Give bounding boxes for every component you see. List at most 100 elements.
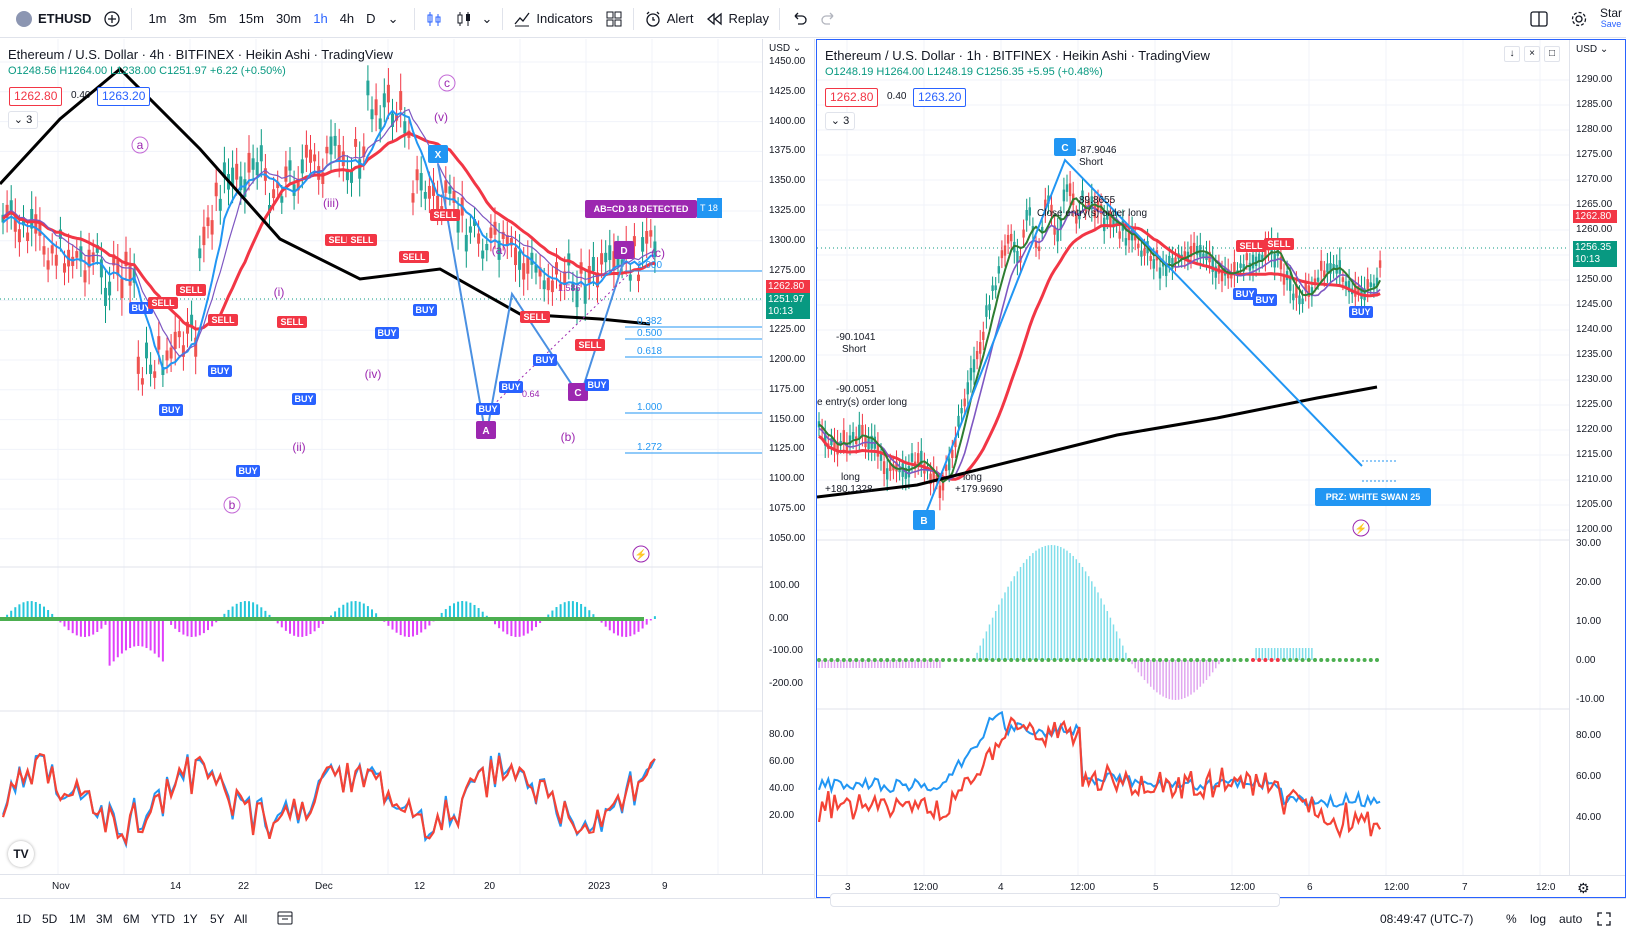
right-prz-box bbox=[1315, 488, 1431, 506]
move-down-icon[interactable]: ↓ bbox=[1504, 46, 1520, 62]
auto-toggle[interactable]: auto bbox=[1559, 912, 1583, 926]
right-candle bbox=[988, 304, 991, 311]
left-buy-tag-text: BUY bbox=[161, 405, 180, 415]
settings-button[interactable] bbox=[1564, 0, 1594, 38]
right-sell-price[interactable]: 1262.80 bbox=[825, 88, 879, 107]
redo-button[interactable] bbox=[814, 0, 844, 38]
log-toggle[interactable]: log bbox=[1530, 912, 1547, 926]
tf-1h[interactable]: 1h bbox=[313, 11, 328, 26]
right-price-tick: 1260.00 bbox=[1576, 224, 1613, 235]
left-candle bbox=[530, 252, 534, 265]
left-sell-price[interactable]: 1262.80 bbox=[9, 87, 63, 106]
close-icon[interactable]: × bbox=[1524, 46, 1540, 62]
symbol-search[interactable]: ETHUSD bbox=[0, 0, 97, 38]
right-candle bbox=[1264, 244, 1267, 259]
timeframe-dropdown-icon[interactable]: ⌄ bbox=[387, 10, 399, 26]
left-price-tick: 1425.00 bbox=[769, 85, 806, 97]
date-range-icon[interactable] bbox=[276, 909, 294, 927]
left-price-tick: 1375.00 bbox=[769, 145, 806, 157]
indicators-icon bbox=[514, 12, 530, 26]
range-1y[interactable]: 1Y bbox=[183, 912, 198, 926]
timeframe-group: 1m 3m 5m 15m 30m 1h 4h D ⌄ bbox=[136, 0, 410, 38]
range-ytd[interactable]: YTD bbox=[151, 912, 175, 926]
right-chart-panel[interactable]: C B PRZ: WHITE SWAN 25 -87.9046 Short 89.8655… bbox=[816, 39, 1626, 898]
left-candle bbox=[58, 229, 62, 239]
drawing-toolbar-strip[interactable] bbox=[830, 893, 1280, 907]
left-candle bbox=[509, 238, 513, 246]
left-candle bbox=[522, 263, 526, 280]
tf-15m[interactable]: 15m bbox=[238, 11, 264, 26]
right-candle bbox=[830, 438, 833, 446]
chart-type-dropdown-icon: ⌄ bbox=[481, 10, 493, 26]
right-candle bbox=[1099, 204, 1103, 214]
right-candle bbox=[1115, 219, 1118, 225]
right-annot-long1: long bbox=[841, 472, 860, 483]
chart-type-button[interactable]: ⌄ bbox=[449, 0, 498, 38]
axis-settings-gear-icon[interactable]: ⚙ bbox=[1577, 880, 1590, 896]
right-time-axis[interactable]: 3 12:00 4 12:00 5 12:00 6 12:00 7 12:0 ⚙ bbox=[817, 875, 1625, 899]
right-price-axis[interactable]: USD ⌄ 1290.00 1285.00 1280.00 1275.00 1270.0… bbox=[1569, 40, 1619, 875]
left-collapse-indicators[interactable]: ⌄ 3 bbox=[8, 111, 38, 129]
replay-button[interactable]: Replay bbox=[699, 0, 774, 38]
compare-button[interactable] bbox=[97, 0, 127, 38]
right-candle bbox=[1078, 212, 1081, 220]
left-macd-tick: -100.00 bbox=[769, 645, 803, 656]
save-area[interactable]: Star Save bbox=[1594, 0, 1626, 38]
left-currency-label[interactable]: USD ⌄ bbox=[769, 43, 802, 54]
tf-d[interactable]: D bbox=[366, 11, 376, 26]
range-1m[interactable]: 1M bbox=[69, 912, 86, 926]
left-buy-tag bbox=[159, 404, 183, 416]
tf-5m[interactable]: 5m bbox=[208, 11, 227, 26]
left-sell-tag bbox=[399, 251, 429, 263]
right-price-tick: 1220.00 bbox=[1576, 424, 1613, 435]
tf-4h[interactable]: 4h bbox=[339, 11, 355, 26]
tradingview-logo-icon[interactable]: TV bbox=[8, 841, 34, 867]
range-1d[interactable]: 1D bbox=[16, 912, 32, 926]
left-chart-panel[interactable]: 1.000 0.382 0.500 0.618 1.000 1.272 1.586 0.64 X… bbox=[0, 39, 815, 898]
left-candle bbox=[190, 314, 194, 328]
alert-button[interactable]: Alert bbox=[638, 0, 700, 38]
right-macd-dot bbox=[959, 658, 964, 662]
layout-button[interactable] bbox=[1524, 0, 1554, 38]
tf-1m[interactable]: 1m bbox=[148, 11, 167, 26]
indicators-button[interactable]: Indicators bbox=[507, 0, 598, 38]
range-6m[interactable]: 6M bbox=[123, 912, 140, 926]
maximize-icon[interactable]: □ bbox=[1544, 46, 1560, 62]
left-candle bbox=[538, 267, 542, 277]
percent-toggle[interactable]: % bbox=[1506, 912, 1517, 926]
left-candle bbox=[91, 252, 95, 263]
left-time-axis[interactable]: Nov 14 22 Dec 12 20 2023 9 TV bbox=[0, 841, 815, 898]
range-3m[interactable]: 3M bbox=[96, 912, 113, 926]
tf-3m[interactable]: 3m bbox=[178, 11, 197, 26]
right-pattern-lines bbox=[923, 158, 1363, 519]
tf-30m[interactable]: 30m bbox=[275, 11, 302, 26]
bar-style-button[interactable] bbox=[419, 0, 449, 38]
right-buy-price[interactable]: 1263.20 bbox=[913, 88, 967, 107]
left-ratio-2: 0.64 bbox=[522, 389, 540, 399]
range-5y[interactable]: 5Y bbox=[210, 912, 225, 926]
undo-button[interactable] bbox=[784, 0, 814, 38]
left-price-axis[interactable]: USD ⌄ 1450.00 1425.00 1400.00 1375.00 1350.0… bbox=[762, 39, 812, 874]
left-candle bbox=[341, 151, 345, 167]
right-buy-tag-text: BUY bbox=[1255, 295, 1274, 305]
right-currency-label[interactable]: USD ⌄ bbox=[1576, 44, 1609, 55]
right-price-tick: 1285.00 bbox=[1576, 99, 1613, 110]
left-wave-label: b bbox=[229, 498, 236, 512]
right-price-tick: 1275.00 bbox=[1576, 149, 1613, 160]
candles-icon bbox=[427, 11, 441, 26]
left-candle bbox=[456, 214, 460, 233]
right-collapse-indicators[interactable]: ⌄ 3 bbox=[825, 112, 855, 130]
range-all[interactable]: All bbox=[234, 912, 248, 926]
left-fib-label: 0.382 bbox=[637, 316, 662, 327]
left-buy-tag bbox=[129, 302, 153, 314]
templates-button[interactable] bbox=[599, 0, 629, 38]
left-sell-tag-text: SELL bbox=[179, 285, 203, 295]
range-5d[interactable]: 5D bbox=[42, 912, 58, 926]
right-time-tick: 12:00 bbox=[1230, 882, 1256, 893]
left-buy-tag-text: BUY bbox=[501, 382, 520, 392]
left-buy-price[interactable]: 1263.20 bbox=[97, 87, 151, 106]
clock-label[interactable]: 08:49:47 (UTC-7) bbox=[1380, 912, 1474, 926]
fullscreen-icon[interactable] bbox=[1596, 911, 1612, 927]
